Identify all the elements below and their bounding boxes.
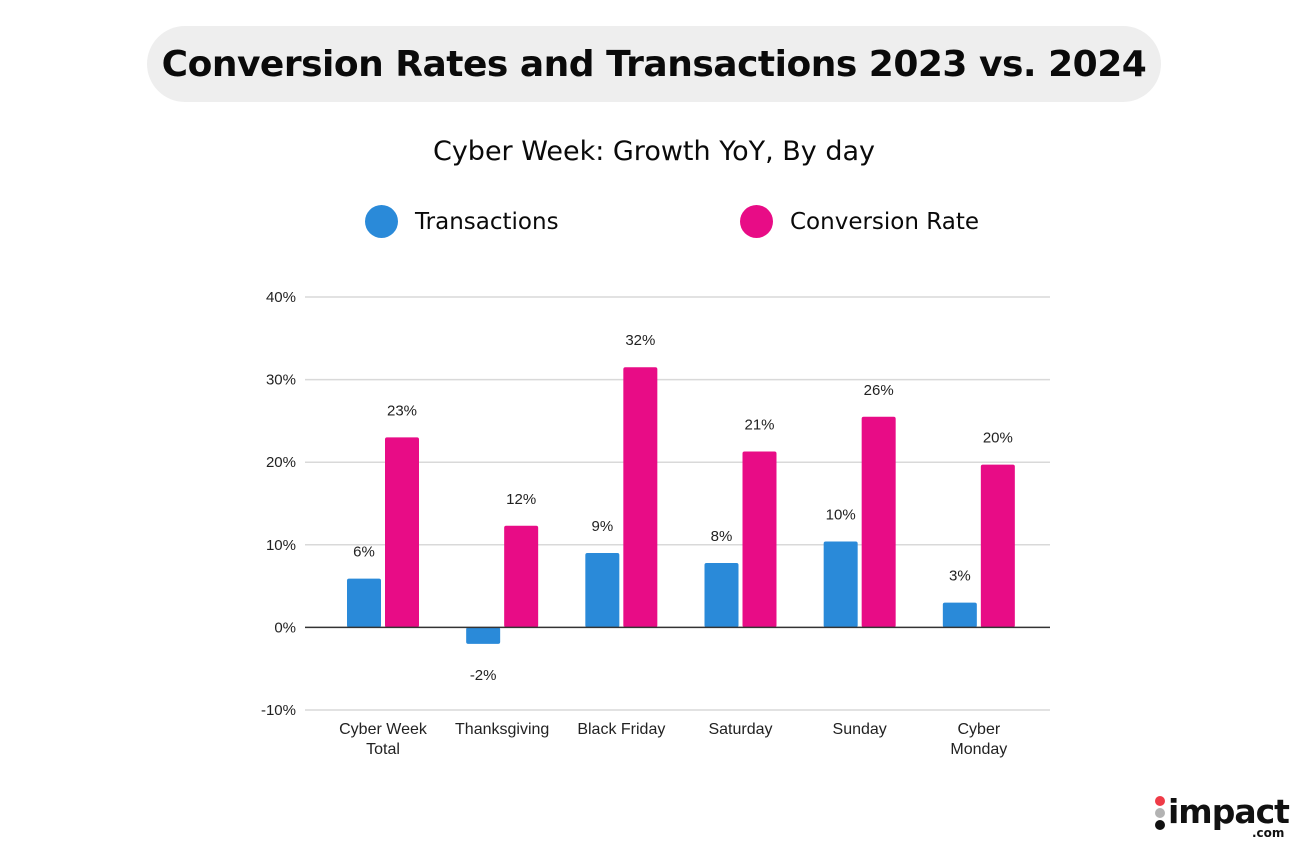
logo-dot-black	[1155, 820, 1165, 830]
data-label: 3%	[949, 568, 971, 585]
bar-conversion-rate	[623, 367, 658, 628]
bar-conversion-rate	[504, 525, 539, 628]
y-tick-label: -10%	[261, 702, 296, 719]
x-tick-label: Thanksgiving	[455, 721, 549, 738]
logo-dot-red	[1155, 796, 1165, 806]
bar-transactions	[347, 578, 381, 628]
legend-label-transactions: Transactions	[415, 208, 559, 235]
legend-item-conversion-rate: Conversion Rate	[740, 205, 979, 238]
x-tick-label: Saturday	[708, 721, 772, 738]
legend-swatch-transactions	[365, 205, 398, 238]
x-tick-label: Total	[366, 741, 400, 758]
data-label: 32%	[625, 332, 655, 349]
chart-title: Cyber Week: Growth YoY, By day	[432, 136, 876, 167]
bar-conversion-rate	[861, 416, 896, 628]
page-title: Conversion Rates and Transactions 2023 v…	[161, 43, 1147, 85]
logo-dot-gray	[1155, 808, 1165, 818]
data-label: 9%	[591, 518, 613, 535]
y-tick-label: 20%	[266, 454, 296, 471]
data-label: 8%	[711, 528, 733, 545]
data-label: 10%	[826, 506, 856, 523]
y-tick-label: 40%	[266, 289, 296, 306]
x-tick-label: Black Friday	[577, 721, 665, 738]
legend-item-transactions: Transactions	[365, 205, 559, 238]
y-tick-label: 10%	[266, 537, 296, 554]
data-label: 6%	[353, 544, 375, 561]
x-tick-label: Cyber	[957, 721, 1000, 738]
data-label: -2%	[470, 667, 497, 684]
data-label: 23%	[387, 402, 417, 419]
y-tick-label: 30%	[266, 372, 296, 389]
impact-logo: impact .com	[1152, 792, 1292, 846]
data-label: 12%	[506, 491, 536, 508]
data-label: 21%	[744, 416, 774, 433]
x-tick-label: Sunday	[833, 721, 887, 738]
logo-wordmark: impact	[1168, 792, 1290, 831]
logo-domain: .com	[1252, 826, 1285, 840]
bar-conversion-rate	[385, 437, 419, 628]
data-label: 20%	[983, 430, 1013, 447]
bar-transactions	[942, 602, 977, 628]
x-tick-label: Cyber Week	[339, 721, 428, 738]
bar-transactions	[585, 553, 620, 628]
bar-conversion-rate	[742, 451, 777, 628]
bar-transactions	[466, 627, 501, 644]
y-tick-label: 0%	[274, 619, 296, 636]
legend-swatch-conversion-rate	[740, 205, 773, 238]
title-banner: Conversion Rates and Transactions 2023 v…	[147, 26, 1161, 102]
x-tick-label: Monday	[950, 741, 1007, 758]
legend-label-conversion-rate: Conversion Rate	[790, 208, 979, 235]
data-label: 26%	[864, 382, 894, 399]
bar-conversion-rate	[980, 464, 1015, 628]
bar-transactions	[823, 541, 858, 628]
bar-transactions	[704, 562, 739, 628]
